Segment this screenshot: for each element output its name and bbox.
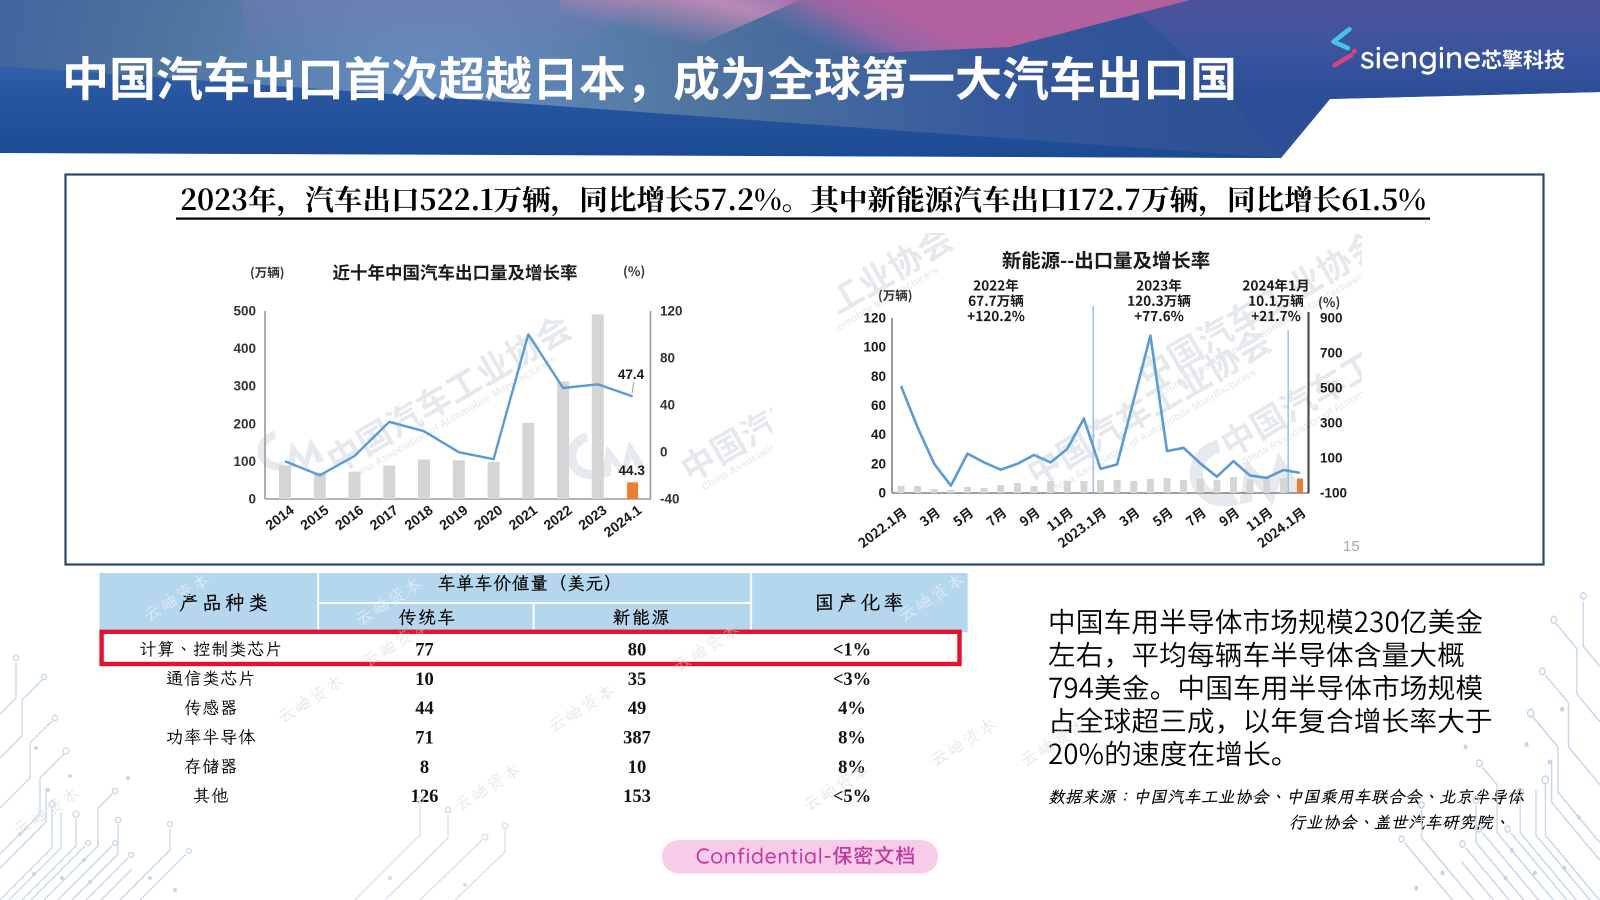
svg-text:44: 44 — [415, 699, 434, 719]
svg-text:40: 40 — [660, 398, 675, 413]
svg-text:<5%: <5% — [833, 787, 871, 807]
svg-text:100: 100 — [863, 340, 886, 355]
svg-text:0: 0 — [248, 492, 256, 507]
svg-text:4%: 4% — [838, 699, 866, 719]
svg-text:10: 10 — [628, 758, 647, 778]
svg-text:10: 10 — [415, 670, 434, 690]
svg-text:500: 500 — [1320, 381, 1343, 396]
svg-text:40: 40 — [871, 427, 886, 442]
svg-text:8: 8 — [420, 758, 429, 778]
svg-text:0: 0 — [878, 486, 886, 501]
svg-text:44.3: 44.3 — [619, 463, 646, 478]
svg-text:71: 71 — [415, 729, 434, 749]
svg-text:0: 0 — [660, 445, 668, 460]
svg-text:60: 60 — [871, 398, 886, 413]
svg-text:47.4: 47.4 — [618, 367, 645, 382]
svg-text:35: 35 — [628, 670, 647, 690]
svg-text:500: 500 — [233, 304, 256, 319]
svg-text:-40: -40 — [660, 492, 680, 507]
svg-text:700: 700 — [1320, 346, 1343, 361]
svg-text:200: 200 — [233, 416, 256, 431]
svg-text:387: 387 — [623, 729, 651, 749]
svg-text:100: 100 — [233, 454, 256, 469]
svg-text:153: 153 — [623, 787, 651, 807]
svg-text:900: 900 — [1320, 311, 1343, 326]
svg-text:49: 49 — [628, 699, 647, 719]
svg-text:8%: 8% — [838, 729, 866, 749]
svg-text:80: 80 — [660, 351, 675, 366]
svg-text:80: 80 — [628, 641, 647, 661]
svg-text:300: 300 — [233, 379, 256, 394]
svg-text:120: 120 — [660, 304, 683, 319]
svg-text:100: 100 — [1320, 451, 1343, 466]
svg-text:400: 400 — [233, 341, 256, 356]
svg-text:80: 80 — [871, 369, 886, 384]
svg-text:-100: -100 — [1320, 486, 1347, 501]
svg-text:20: 20 — [871, 456, 886, 471]
svg-text:120: 120 — [863, 310, 886, 325]
svg-text:300: 300 — [1320, 416, 1343, 431]
svg-text:<3%: <3% — [833, 670, 871, 690]
svg-text:15: 15 — [1343, 538, 1360, 555]
svg-text:8%: 8% — [838, 758, 866, 778]
svg-text:77: 77 — [415, 641, 434, 661]
svg-text:<1%: <1% — [833, 641, 871, 661]
svg-text:126: 126 — [411, 787, 439, 807]
